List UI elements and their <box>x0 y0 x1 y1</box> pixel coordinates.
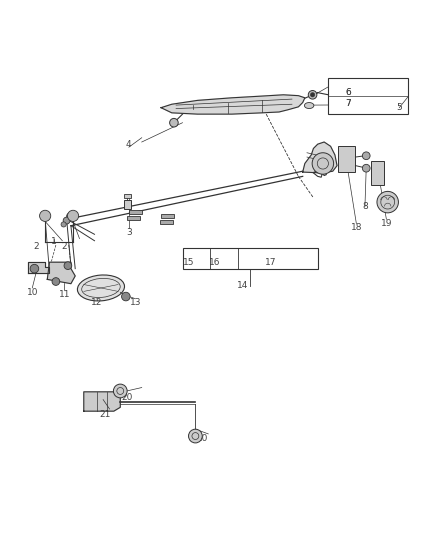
Circle shape <box>188 429 202 443</box>
Circle shape <box>64 262 72 270</box>
Circle shape <box>362 164 370 172</box>
Polygon shape <box>84 392 120 411</box>
Polygon shape <box>47 262 75 284</box>
Bar <box>160 220 173 224</box>
Polygon shape <box>161 95 305 114</box>
Text: 6: 6 <box>345 88 351 97</box>
Circle shape <box>377 191 399 213</box>
Circle shape <box>52 278 60 285</box>
Bar <box>183 248 318 269</box>
Circle shape <box>308 91 317 99</box>
Text: 14: 14 <box>237 281 248 290</box>
Text: 21: 21 <box>99 410 111 419</box>
Text: 4: 4 <box>126 140 132 149</box>
Text: 6: 6 <box>345 88 351 97</box>
Text: 17: 17 <box>265 258 276 266</box>
Bar <box>328 78 408 114</box>
Text: 19: 19 <box>381 219 392 228</box>
Text: 2: 2 <box>34 242 39 251</box>
Text: 10: 10 <box>27 288 38 297</box>
Bar <box>127 216 140 220</box>
Text: 18: 18 <box>350 223 362 232</box>
Text: 3: 3 <box>126 228 132 237</box>
Circle shape <box>311 93 315 97</box>
Ellipse shape <box>78 275 124 301</box>
Text: 8: 8 <box>362 202 368 211</box>
Circle shape <box>39 211 51 221</box>
Text: 7: 7 <box>345 99 351 108</box>
Text: 5: 5 <box>396 103 402 112</box>
Text: 13: 13 <box>130 298 141 308</box>
Text: 7: 7 <box>345 99 351 108</box>
Text: 15: 15 <box>183 258 195 266</box>
Text: 12: 12 <box>91 298 102 308</box>
Circle shape <box>170 118 178 127</box>
Circle shape <box>61 222 66 227</box>
Bar <box>371 161 384 185</box>
Bar <box>338 147 355 172</box>
Circle shape <box>113 384 127 398</box>
Circle shape <box>30 264 39 273</box>
Circle shape <box>63 217 70 224</box>
Text: 11: 11 <box>59 290 70 299</box>
Text: 20: 20 <box>196 434 208 443</box>
Text: 16: 16 <box>209 258 220 266</box>
Circle shape <box>67 213 74 220</box>
Ellipse shape <box>304 102 314 109</box>
Polygon shape <box>303 142 337 173</box>
Text: 2: 2 <box>62 242 67 251</box>
Circle shape <box>312 153 334 174</box>
Text: 9: 9 <box>392 198 398 207</box>
Circle shape <box>67 211 79 221</box>
Bar <box>161 214 174 219</box>
Polygon shape <box>28 262 49 273</box>
Text: 1: 1 <box>51 237 57 246</box>
Circle shape <box>362 152 370 159</box>
Bar <box>124 200 131 209</box>
Bar <box>129 210 142 214</box>
Bar <box>124 193 131 198</box>
Text: 20: 20 <box>121 393 132 402</box>
Circle shape <box>122 292 130 301</box>
